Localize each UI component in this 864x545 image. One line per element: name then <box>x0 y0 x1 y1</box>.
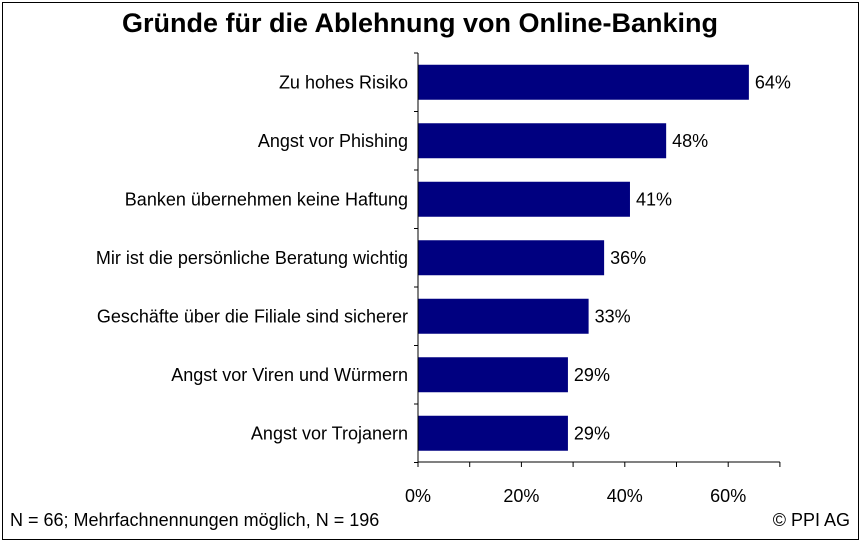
copyright-label: © PPI AG <box>772 510 850 530</box>
bar-6 <box>418 415 568 451</box>
axes-group: 0% 20% 40% 60% <box>405 52 781 506</box>
sample-note: N = 66; Mehrfachnennungen möglich, N = 1… <box>10 510 380 530</box>
x-tick-label-1: 20% <box>503 486 539 506</box>
x-tick-label-0: 0% <box>405 486 431 506</box>
category-label-4: Geschäfte über die Filiale sind sicherer <box>97 306 408 326</box>
category-label-2: Banken übernehmen keine Haftung <box>125 189 408 209</box>
bar-0 <box>418 64 749 100</box>
bar-2 <box>418 181 630 217</box>
category-label-0: Zu hohes Risiko <box>279 72 408 92</box>
value-label-1: 48% <box>672 131 708 151</box>
value-label-5: 29% <box>574 365 610 385</box>
bar-3 <box>418 240 605 276</box>
bars-group: Zu hohes Risiko 64% Angst vor Phishing 48% B… <box>96 64 791 451</box>
bar-1 <box>418 123 667 159</box>
value-label-6: 29% <box>574 423 610 443</box>
value-label-2: 41% <box>636 189 672 209</box>
category-label-5: Angst vor Viren und Würmern <box>171 365 408 385</box>
x-tick-label-3: 60% <box>710 486 746 506</box>
category-label-3: Mir ist die persönliche Beratung wichtig <box>96 248 408 268</box>
value-label-4: 33% <box>595 306 631 326</box>
x-tick-label-2: 40% <box>607 486 643 506</box>
bar-5 <box>418 357 568 393</box>
value-label-3: 36% <box>610 248 646 268</box>
category-label-1: Angst vor Phishing <box>258 131 408 151</box>
value-label-0: 64% <box>755 72 791 92</box>
category-label-6: Angst vor Trojanern <box>251 423 408 443</box>
chart-title: Gründe für die Ablehnung von Online-Bank… <box>122 8 718 38</box>
bar-4 <box>418 298 589 334</box>
